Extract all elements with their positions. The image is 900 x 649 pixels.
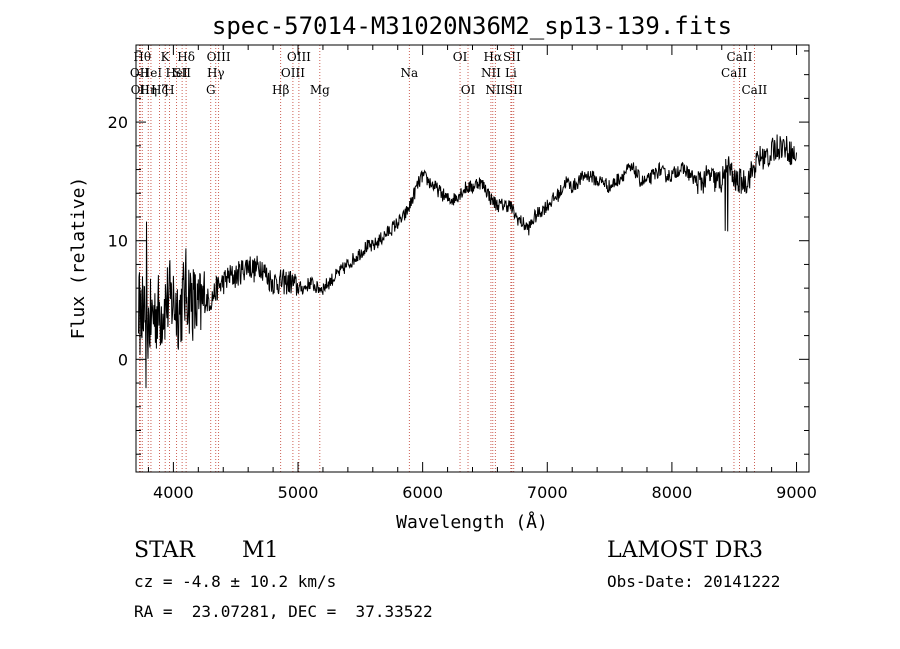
coordinates: RA = 23.07281, DEC = 37.33522 [134,602,433,621]
x-tick-label: 9000 [776,483,817,502]
line-label: CaII [741,83,767,97]
x-tick-label: 6000 [402,483,443,502]
x-axis-ticks: 4000 5000 6000 7000 8000 9000 [147,45,817,502]
object-class: STAR [134,538,195,563]
line-label: OIII [281,66,305,80]
line-label: K [161,50,171,64]
x-tick-label: 8000 [652,483,693,502]
y-axis-ticks: 0 10 20 [108,50,809,455]
line-label: Hη [139,83,157,97]
x-axis-label: Wavelength (Å) [396,511,548,533]
x-tick-label: 4000 [153,483,194,502]
line-label: NII [485,83,505,97]
line-label: G [206,83,216,97]
line-label: Hζ [151,83,168,97]
line-label: SII [173,66,191,80]
y-axis-label: Flux (relative) [68,177,89,340]
survey-name: LAMOST DR3 [607,538,763,563]
x-tick-label: 5000 [278,483,319,502]
line-label: Hδ [177,50,195,64]
object-subclass: M1 [242,538,279,563]
redshift-value: cz = -4.8 ± 10.2 km/s [134,572,337,591]
line-label: OII [130,66,150,80]
line-label: OI [461,83,476,97]
line-label: SII [505,83,523,97]
line-label: OI [453,50,468,64]
line-label: Hα [484,50,503,64]
y-tick-label: 20 [108,113,128,132]
line-label: CaII [727,50,753,64]
line-label: Hθ [133,50,151,64]
line-label: OIII [207,50,231,64]
line-label: CaII [721,66,747,80]
spectrum-line [138,134,797,389]
line-label: OII [131,83,151,97]
spectral-line-markers: HθOIIOIIHηHeIHζKHHeISIIHδGHγOIIIHβOIIIOI… [130,45,768,472]
line-label: SII [503,50,521,64]
line-label: H [164,83,174,97]
line-label: HeI [140,66,163,80]
line-label: OIII [287,50,311,64]
x-tick-label: 7000 [527,483,568,502]
plot-frame [135,44,810,473]
line-label: NII [481,66,501,80]
line-label: Na [400,66,418,80]
line-label: Mg [310,83,330,97]
line-label: Hβ [272,83,289,97]
chart-title: spec-57014-M31020N36M2_sp13-139.fits [212,12,732,40]
spectrum-chart: spec-57014-M31020N36M2_sp13-139.fits Hθ O… [68,12,817,533]
y-tick-label: 0 [118,350,128,369]
line-label: Hγ [207,66,225,80]
observation-date: Obs-Date: 20141222 [607,572,781,591]
y-tick-label: 10 [108,232,128,251]
line-label: Li [505,66,517,80]
